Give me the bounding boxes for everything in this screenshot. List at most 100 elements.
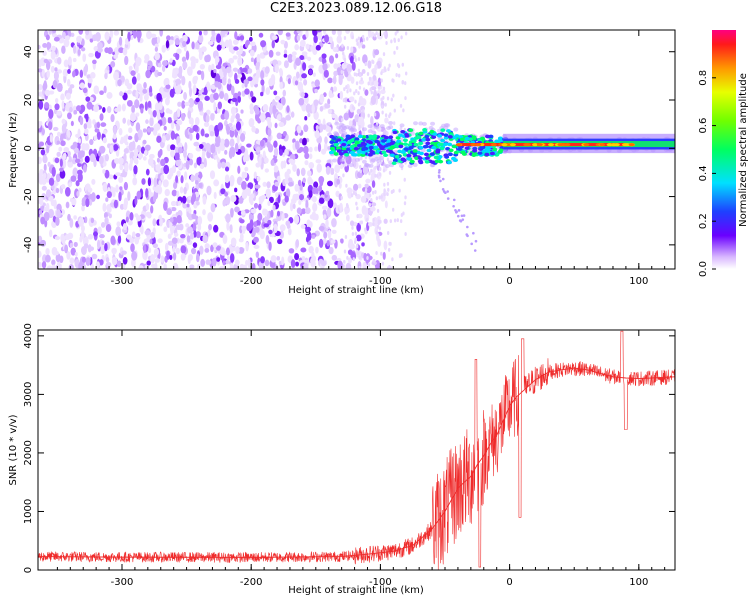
- heatmap-cell: [327, 98, 331, 105]
- heatmap-cell: [99, 259, 104, 266]
- heatmap-cell: [229, 138, 235, 148]
- heatmap-cell: [69, 106, 73, 113]
- spectrogram-y-tick-label: 40: [23, 45, 34, 58]
- heatmap-cell: [272, 35, 278, 40]
- heatmap-cell: [221, 41, 226, 50]
- heatmap-cell: [357, 102, 361, 107]
- heatmap-cell: [372, 222, 375, 227]
- heatmap-cell: [432, 132, 438, 136]
- heatmap-cell: [67, 87, 73, 95]
- heatmap-cell: [262, 104, 269, 113]
- heatmap-cell: [83, 264, 87, 269]
- heatmap-cell: [100, 122, 107, 127]
- heatmap-cell: [464, 136, 470, 141]
- heatmap-cell: [374, 49, 380, 56]
- heatmap-cell: [375, 31, 378, 36]
- heatmap-cell: [368, 155, 372, 160]
- heatmap-cell: [147, 127, 151, 133]
- heatmap-cell: [437, 134, 443, 138]
- heatmap-cell: [343, 163, 346, 168]
- heatmap-cell: [357, 56, 361, 61]
- heatmap-cell: [59, 169, 66, 179]
- heatmap-cell: [162, 179, 169, 188]
- heatmap-cell: [343, 35, 347, 40]
- heatmap-cell: [278, 67, 283, 74]
- heatmap-cell: [221, 76, 227, 86]
- heatmap-cell: [56, 140, 61, 145]
- heatmap-cell: [239, 45, 244, 55]
- heatmap-cell: [336, 138, 342, 142]
- heatmap-cell: [160, 174, 165, 182]
- heatmap-cell: [170, 149, 175, 158]
- heatmap-cell: [170, 207, 177, 212]
- heatmap-cell: [282, 201, 286, 206]
- heatmap-cell: [279, 81, 284, 90]
- heatmap-cell: [256, 176, 261, 182]
- heatmap-cell: [340, 195, 343, 200]
- heatmap-cell: [247, 258, 251, 269]
- heatmap-cell: [398, 188, 401, 193]
- heatmap-cell: [308, 64, 314, 69]
- heatmap-cell: [52, 126, 59, 132]
- heatmap-cell: [275, 51, 281, 56]
- heatmap-cell: [106, 92, 113, 99]
- heatmap-cell: [377, 85, 381, 90]
- heatmap-cell: [387, 247, 391, 252]
- heatmap-cell: [484, 152, 490, 157]
- heatmap-cell: [404, 195, 407, 200]
- heatmap-cell: [317, 143, 322, 152]
- heatmap-cell: [393, 108, 397, 113]
- heatmap-cell: [113, 143, 119, 151]
- heatmap-cell: [132, 177, 138, 186]
- heatmap-cell: [135, 122, 141, 132]
- heatmap-cell: [388, 120, 394, 125]
- spectrogram-heatmap: [38, 30, 675, 269]
- heatmap-cell: [302, 262, 309, 269]
- heatmap-cell: [423, 152, 429, 157]
- heatmap-cell: [200, 46, 207, 53]
- heatmap-cell: [251, 96, 257, 103]
- heatmap-cell: [302, 137, 307, 146]
- heatmap-cell: [342, 264, 345, 269]
- heatmap-cell: [216, 44, 222, 51]
- heatmap-cell: [186, 203, 190, 208]
- heatmap-cell: [396, 30, 399, 34]
- heatmap-cell: [268, 78, 274, 87]
- heatmap-cell: [455, 143, 462, 147]
- heatmap-cell: [189, 158, 194, 166]
- heatmap-cell: [371, 180, 376, 188]
- heatmap-cell: [398, 73, 401, 78]
- heatmap-cell: [392, 130, 398, 135]
- heatmap-cell: [272, 204, 276, 211]
- heatmap-cell: [104, 153, 110, 162]
- heatmap-cell: [335, 53, 339, 59]
- heatmap-cell: [235, 246, 240, 254]
- heatmap-cell: [217, 122, 224, 131]
- heatmap-cell: [145, 69, 151, 79]
- heatmap-cell: [277, 238, 283, 245]
- heatmap-cell: [194, 180, 199, 185]
- heatmap-cell: [161, 44, 166, 53]
- heatmap-cell: [242, 228, 246, 234]
- heatmap-cell: [368, 222, 373, 227]
- heatmap-cell: [102, 183, 108, 192]
- heatmap-cell: [501, 143, 508, 147]
- heatmap-cell: [219, 68, 223, 77]
- heatmap-cell: [261, 84, 265, 94]
- heatmap-cell: [153, 125, 158, 130]
- heatmap-cell: [173, 232, 179, 237]
- heatmap-cell: [118, 191, 122, 202]
- heatmap-cell: [234, 78, 240, 84]
- heatmap-cell: [447, 152, 453, 157]
- heatmap-cell: [135, 232, 141, 238]
- heatmap-cell: [370, 168, 373, 173]
- heatmap-cell: [364, 227, 367, 232]
- heatmap-cell: [284, 148, 288, 156]
- heatmap-cell: [126, 99, 133, 107]
- heatmap-cell: [380, 89, 386, 95]
- heatmap-cell: [213, 92, 219, 101]
- heatmap-cell: [342, 51, 345, 56]
- heatmap-cell: [370, 86, 377, 91]
- heatmap-cell: [156, 157, 160, 163]
